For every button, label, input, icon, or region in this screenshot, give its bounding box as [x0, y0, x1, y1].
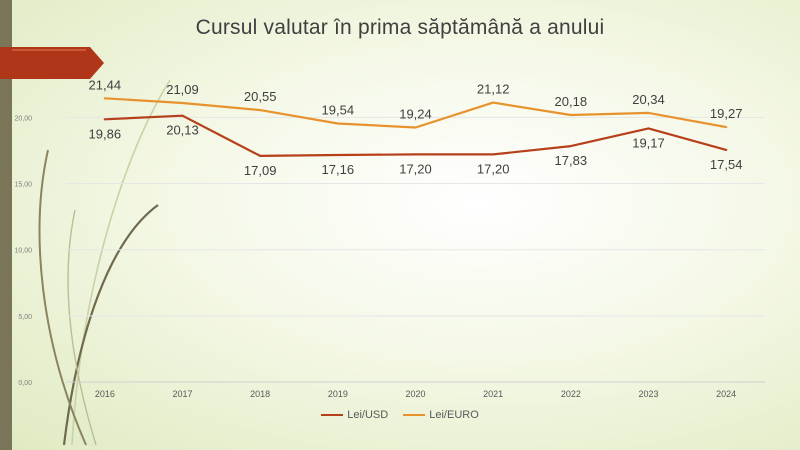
- chart-title: Cursul valutar în prima săptămână a anul…: [195, 16, 605, 39]
- data-label-euro: 21,44: [89, 77, 122, 92]
- x-tick-label: 2018: [250, 389, 270, 399]
- data-label-usd: 20,13: [166, 123, 199, 138]
- x-tick-label: 2023: [638, 389, 658, 399]
- data-label-usd: 17,83: [555, 153, 588, 168]
- series-line-euro: [103, 97, 728, 129]
- data-label-usd: 17,54: [710, 157, 743, 172]
- y-tick-label: 15,00: [14, 182, 32, 189]
- x-tick-label: 2024: [716, 389, 736, 399]
- y-tick-label: 10,00: [14, 248, 32, 255]
- data-label-euro: 20,34: [632, 92, 665, 107]
- legend-swatch-usd: [321, 414, 344, 416]
- data-label-euro: 20,55: [244, 89, 277, 104]
- gridlines: [66, 116, 765, 383]
- data-label-usd: 17,20: [477, 161, 510, 176]
- legend-item-usd: Lei/USD: [321, 409, 388, 421]
- data-label-euro: 21,09: [166, 82, 199, 97]
- data-label-euro: 20,18: [555, 94, 588, 109]
- data-label-euro: 19,27: [710, 106, 743, 121]
- legend-item-euro: Lei/EURO: [403, 409, 479, 421]
- y-tick-label: 0,00: [18, 380, 32, 387]
- data-label-euro: 21,12: [477, 82, 510, 97]
- data-label-usd: 17,09: [244, 163, 277, 178]
- series-lines: [103, 97, 728, 157]
- data-label-usd: 19,17: [632, 135, 665, 150]
- left-accent-bar: [0, 0, 12, 450]
- x-tick-label: 2022: [561, 389, 581, 399]
- y-tick-label: 20,00: [14, 115, 32, 122]
- decorative-swooshes: [38, 79, 171, 446]
- x-tick-label: 2016: [95, 389, 115, 399]
- legend-swatch-euro: [403, 414, 426, 416]
- y-tick-label: 5,00: [18, 314, 32, 321]
- legend-label-usd: Lei/USD: [347, 409, 389, 421]
- data-labels: 19,86 20,13 17,09 17,16 17,20 17,20 17,83 19,17…: [89, 77, 743, 178]
- legend-label-euro: Lei/EURO: [429, 409, 479, 421]
- data-label-euro: 19,24: [399, 106, 432, 121]
- data-label-usd: 17,20: [399, 161, 432, 176]
- legend: Lei/USD Lei/EURO: [0, 407, 800, 421]
- series-line-usd: [103, 114, 728, 157]
- data-label-euro: 19,54: [322, 102, 355, 117]
- x-tick-label: 2017: [172, 389, 192, 399]
- y-axis-ticks: 0,00 5,00 10,00 15,00 20,00: [14, 115, 32, 387]
- x-tick-label: 2021: [483, 389, 503, 399]
- x-tick-label: 2019: [328, 389, 348, 399]
- data-label-usd: 19,86: [89, 126, 122, 141]
- data-label-usd: 17,16: [322, 162, 355, 177]
- x-tick-label: 2020: [405, 389, 425, 399]
- ribbon-arrow: [0, 47, 104, 79]
- x-axis-ticks: 2016 2017 2018 2019 2020 2021 2022 2023 2024: [95, 389, 736, 399]
